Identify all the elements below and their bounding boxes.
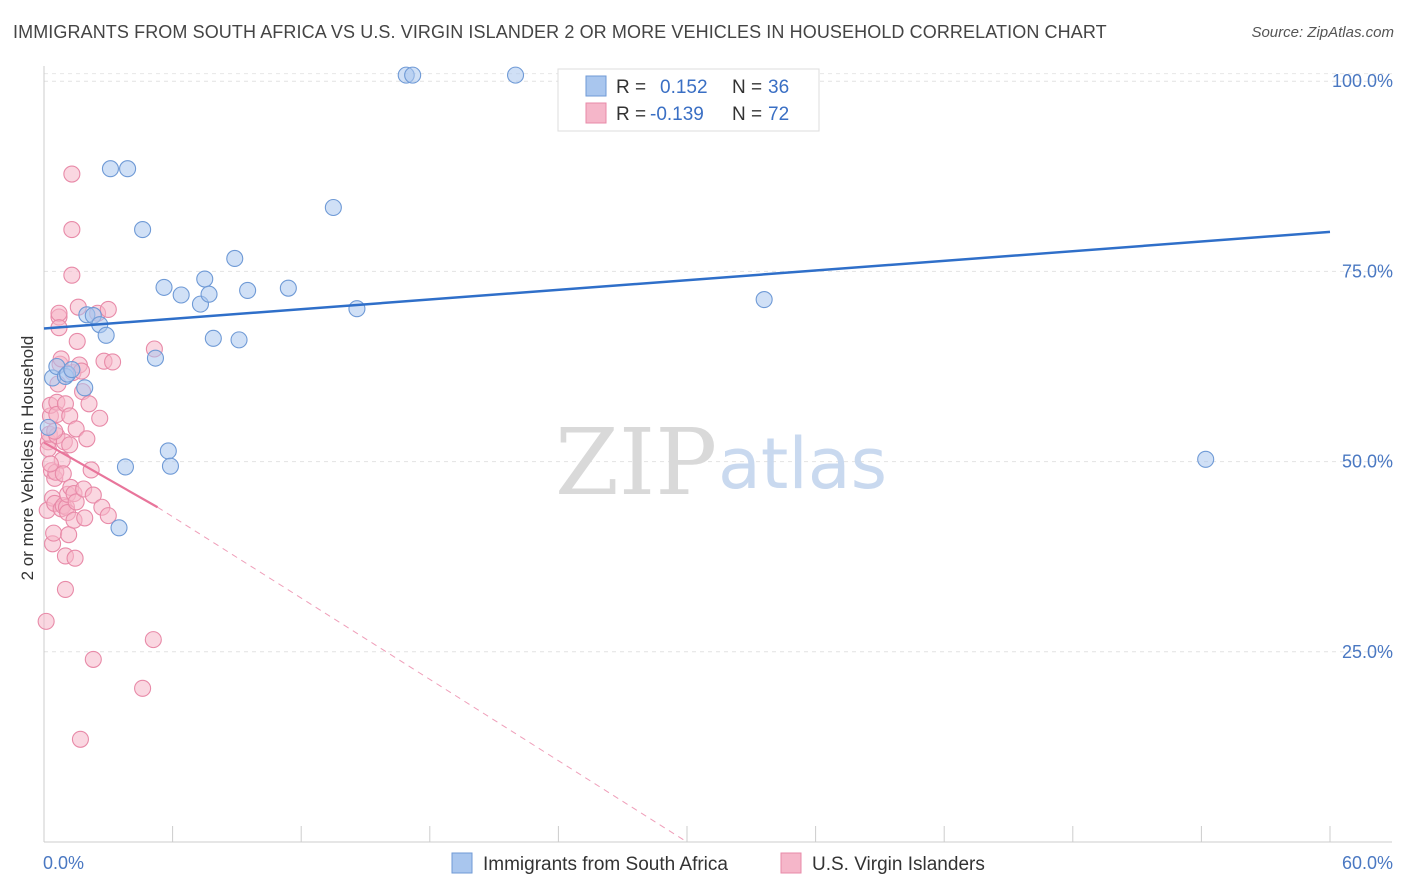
pink-point-64 — [99, 300, 117, 319]
series-legend-swatch-pink — [780, 852, 802, 874]
blue-point-15 — [134, 221, 152, 239]
blue-point-25 — [226, 249, 244, 268]
series-immigrants-from-south-africa — [39, 66, 1215, 537]
pink-point-66 — [104, 353, 122, 371]
legend-swatch-blue — [585, 75, 607, 97]
trend-line-pink-extension — [157, 506, 688, 843]
blue-point-23 — [200, 285, 218, 303]
blue-point-0 — [39, 418, 57, 436]
blue-point-16 — [155, 278, 173, 296]
blue-point-6 — [76, 379, 94, 397]
pink-point-67 — [134, 679, 152, 697]
series-legend: Immigrants from South Africa U.S. Virgin… — [451, 852, 985, 875]
pink-point-25 — [54, 465, 72, 483]
blue-point-13 — [116, 458, 134, 476]
series-legend-label-pink: U.S. Virgin Islanders — [812, 854, 985, 875]
series-us-virgin-islanders — [37, 165, 163, 748]
pink-point-10 — [45, 524, 63, 542]
blue-point-19 — [161, 457, 180, 475]
legend-r-label-pink: R = — [616, 104, 646, 125]
pink-point-40 — [63, 165, 81, 183]
pink-point-59 — [84, 650, 102, 668]
legend-r-value-blue: 0.152 — [660, 77, 708, 98]
trend-line-blue — [43, 230, 1331, 330]
x-tick-right: 60.0% — [1342, 853, 1393, 873]
pink-point-56 — [80, 395, 98, 413]
watermark-zip: ZIP — [555, 409, 717, 516]
y-axis-label: 2 or more Vehicles in Household — [18, 336, 37, 581]
blue-point-32 — [404, 66, 422, 84]
y-tick-25: 25.0% — [1342, 642, 1393, 662]
trend-line-pink — [43, 441, 159, 509]
pink-point-38 — [63, 266, 81, 284]
blue-point-28 — [279, 279, 297, 297]
x-tick-left: 0.0% — [43, 853, 84, 873]
pink-point-54 — [76, 509, 94, 527]
pink-point-46 — [67, 420, 85, 438]
pink-point-65 — [99, 507, 117, 525]
correlation-legend: R = 0.152 N = 36 R = -0.139 N = 72 — [557, 68, 820, 132]
blue-point-27 — [239, 281, 257, 299]
source-credit: Source: ZipAtlas.com — [1251, 24, 1394, 41]
pink-point-61 — [91, 409, 109, 427]
blue-point-30 — [348, 300, 366, 318]
grid-lines — [44, 73, 1392, 653]
pink-point-45 — [67, 493, 85, 511]
blue-point-35 — [1197, 450, 1215, 468]
y-tick-100: 100.0% — [1332, 71, 1393, 91]
blue-point-33 — [506, 66, 525, 84]
blue-point-18 — [159, 442, 177, 460]
pink-point-50 — [71, 730, 89, 748]
blue-point-20 — [172, 286, 190, 304]
pink-point-68 — [144, 631, 162, 649]
legend-n-value-blue: 36 — [768, 77, 789, 98]
pink-point-0 — [37, 612, 55, 630]
y-tick-labels: 25.0% 50.0% 75.0% 100.0% — [1332, 71, 1393, 662]
pink-point-29 — [56, 580, 74, 598]
pink-point-34 — [60, 526, 78, 544]
legend-n-label-blue: N = — [732, 77, 762, 98]
trend-lines — [43, 230, 1331, 843]
pink-point-36 — [61, 436, 79, 454]
pink-point-39 — [63, 221, 81, 239]
y-tick-50: 50.0% — [1342, 452, 1393, 472]
chart-title: IMMIGRANTS FROM SOUTH AFRICA VS U.S. VIR… — [13, 22, 1107, 42]
legend-n-value-pink: 72 — [768, 104, 789, 125]
pink-point-44 — [66, 549, 84, 567]
series-legend-swatch-blue — [451, 852, 473, 874]
blue-point-34 — [755, 291, 773, 309]
blue-point-11 — [101, 160, 119, 178]
blue-point-22 — [196, 270, 214, 288]
legend-n-label-pink: N = — [732, 104, 762, 125]
blue-point-24 — [204, 329, 222, 347]
pink-point-55 — [78, 430, 96, 448]
blue-point-17 — [146, 349, 165, 367]
watermark-atlas: atlas — [718, 423, 887, 505]
blue-point-29 — [324, 198, 342, 217]
blue-point-26 — [230, 331, 248, 349]
blue-point-12 — [119, 160, 137, 178]
pink-point-47 — [68, 332, 86, 350]
legend-r-label-blue: R = — [616, 77, 646, 98]
pink-point-70 — [41, 455, 59, 473]
series-legend-label-blue: Immigrants from South Africa — [483, 854, 728, 875]
y-tick-75: 75.0% — [1342, 261, 1393, 281]
legend-swatch-pink — [585, 102, 607, 124]
pink-point-58 — [84, 486, 102, 504]
pink-point-19 — [50, 304, 68, 322]
blue-point-10 — [97, 326, 115, 344]
legend-r-value-pink: -0.139 — [650, 104, 704, 125]
blue-point-14 — [110, 519, 128, 537]
blue-point-5 — [63, 361, 81, 379]
